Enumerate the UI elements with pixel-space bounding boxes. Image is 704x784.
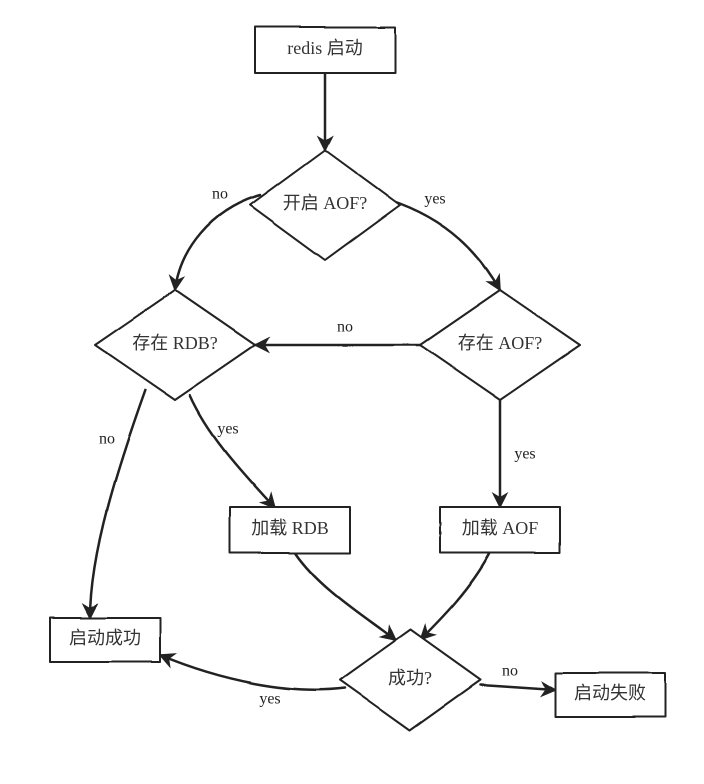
node-label-load_rdb: 加载 RDB	[251, 518, 329, 538]
node-label-aof_enabled: 开启 AOF?	[283, 193, 368, 213]
edge-e_succ_yes	[160, 655, 345, 690]
edge-e_rdb_yes	[190, 395, 275, 508]
node-label-rdb_exists: 存在 RDB?	[132, 333, 218, 353]
edge-label-e_succ_no: no	[502, 663, 518, 680]
edge-label-e_aof_yes: yes	[424, 191, 445, 208]
edge-label-e_rdb_yes: yes	[217, 421, 238, 438]
node-label-success_q: 成功?	[388, 668, 432, 688]
node-label-start_fail: 启动失败	[574, 683, 646, 703]
edge-e_rdb_no	[90, 390, 145, 618]
node-label-load_aof: 加载 AOF	[462, 518, 539, 538]
edge-label-e_succ_yes: yes	[259, 691, 280, 708]
node-label-aof_exists: 存在 AOF?	[458, 333, 543, 353]
edge-label-e_aofex_no: no	[337, 319, 353, 336]
edge-e_aof_no	[175, 195, 260, 290]
flowchart-canvas: no yes no yes yes no yes no redis 启动开启 AOF? 存在 R…	[0, 0, 704, 784]
edge-label-e_aof_no: no	[212, 186, 228, 203]
node-label-start_ok: 启动成功	[69, 628, 141, 648]
edge-label-e_rdb_no: no	[99, 431, 115, 448]
edge-label-e_aofex_yes: yes	[514, 446, 535, 463]
edge-e_aof_yes	[390, 200, 500, 290]
node-label-start: redis 启动	[287, 38, 363, 58]
edge-e_succ_no	[480, 685, 555, 690]
edge-e_loadaof_succ	[420, 553, 490, 640]
edge-e_loadrdb_succ	[295, 553, 395, 640]
